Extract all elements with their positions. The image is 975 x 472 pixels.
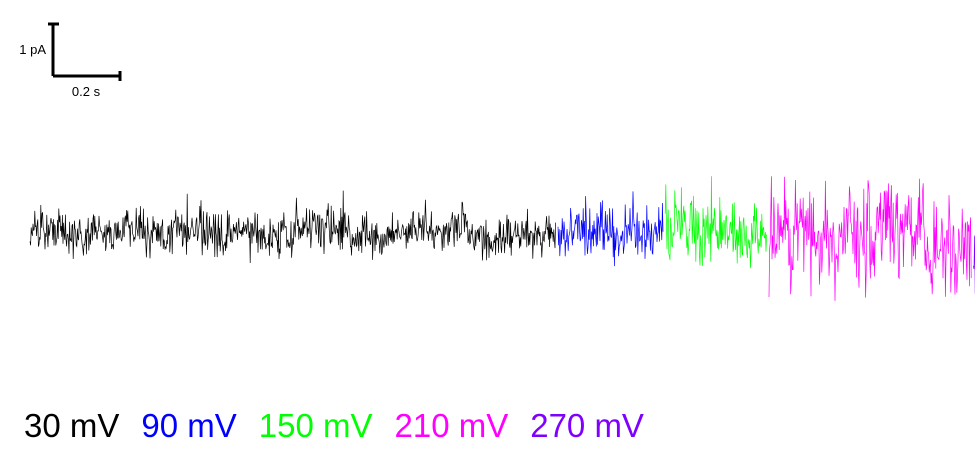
legend-item-3: 150 mV [258, 407, 373, 444]
legend: 30 mV 90 mV 150 mV 210 mV 270 mV [24, 404, 666, 448]
legend-item-4: 210 mV [394, 407, 509, 444]
trace-series-3 [664, 176, 767, 269]
legend-item-5: 270 mV [530, 407, 644, 444]
legend-item-1: 30 mV [24, 407, 120, 444]
scale-bar: 1 pA 0.2 s [19, 22, 122, 99]
trace-series-1 [29, 190, 556, 264]
trace-group [29, 176, 975, 301]
scale-bar-y-label: 1 pA [19, 42, 46, 57]
legend-item-2: 90 mV [141, 407, 237, 444]
scale-bar-x-label: 0.2 s [72, 84, 101, 99]
trace-series-4 [768, 176, 972, 301]
trace-series-2 [557, 191, 664, 267]
